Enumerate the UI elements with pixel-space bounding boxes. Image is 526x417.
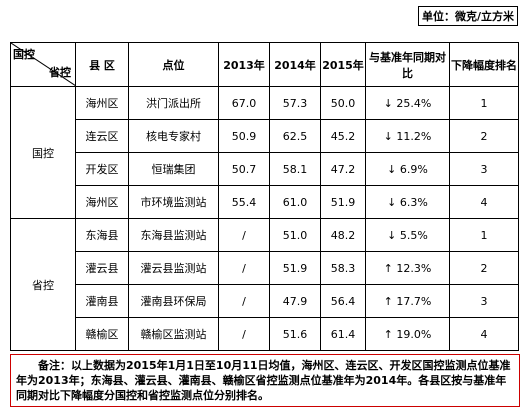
note: 备注：以上数据为2015年1月1日至10月11日均值，海州区、连云区、开发区国控… (10, 354, 520, 407)
diagonal-header: 国控 省控 (10, 42, 76, 87)
table-cell: 45.2 (320, 119, 366, 153)
table-row: 海州区 市环境监测站 55.4 61.0 51.9 ↓ 6.3% 4 (11, 185, 519, 219)
table-cell: 核电专家村 (128, 119, 219, 153)
table-row: 灌南县 灌南县环保局/47.9 56.4 ↑ 17.7% 3 (11, 284, 519, 318)
table-cell: 3 (449, 152, 519, 186)
table-cell: 东海县 (75, 218, 129, 252)
table-cell: 2 (449, 251, 519, 285)
table-cell: 4 (449, 317, 519, 351)
table-cell: 51.9 (269, 251, 321, 285)
table-cell: 58.3 (320, 251, 366, 285)
table-row: 省控 东海县 东海县监测站/51.0 48.2 ↓ 5.5% 1 (10, 218, 519, 351)
table-cell: 67.0 (218, 86, 270, 120)
header-row: 国控 省控 县 区点位 2013年 2014年 2015年 与基准年同期对比 下降幅度排名 (10, 42, 519, 87)
table-cell: 赣榆区 (75, 317, 129, 351)
table-cell: 48.2 (320, 218, 366, 252)
table-cell: 51.6 (269, 317, 321, 351)
column-header: 2013年 (218, 42, 270, 87)
table-cell: ↑ 17.7% (365, 284, 450, 318)
table-cell: ↓ 11.2% (365, 119, 450, 153)
table-cell: 50.9 (218, 119, 270, 153)
column-header: 与基准年同期对比 (365, 42, 450, 87)
table-cell: ↓ 5.5% (365, 218, 450, 252)
table-cell: ↑ 12.3% (365, 251, 450, 285)
diagonal-line (11, 43, 76, 86)
table-cell: 1 (449, 86, 519, 120)
table-cell: ↑ 19.0% (365, 317, 450, 351)
table-cell: / (218, 218, 270, 252)
table-cell: 1 (449, 218, 519, 252)
table-cell: 55.4 (218, 185, 270, 219)
column-header: 下降幅度排名 (449, 42, 519, 87)
table-cell: / (218, 284, 270, 318)
group-cell: 省控 (10, 218, 76, 351)
table-cell: 恒瑞集团 (128, 152, 219, 186)
table-cell: 灌云县 (75, 251, 129, 285)
table-cell: ↓ 25.4% (365, 86, 450, 120)
table-row: 赣榆区 赣榆区监测站/51.6 61.4 ↑ 19.0% 4 (11, 317, 519, 351)
table-row: 连云区 核电专家村 50.9 62.5 45.2 ↓ 11.2% 2 (11, 119, 519, 153)
unit-label: 单位：微克/立方米 (417, 6, 518, 26)
table-cell: 57.3 (269, 86, 321, 120)
table-cell: 58.1 (269, 152, 321, 186)
column-header: 2015年 (320, 42, 366, 87)
table-cell: / (218, 317, 270, 351)
header-bottom: 省控 (49, 66, 71, 79)
table-cell: 50.7 (218, 152, 270, 186)
table-cell: 海州区 (75, 185, 129, 219)
group-cell: 国控 (10, 86, 76, 219)
table-row: 开发区 恒瑞集团 50.7 58.1 47.2 ↓ 6.9% 3 (11, 152, 519, 186)
table-cell: 50.0 (320, 86, 366, 120)
table-cell: 61.0 (269, 185, 321, 219)
table-cell: 4 (449, 185, 519, 219)
table-cell: 灌云县监测站 (128, 251, 219, 285)
table-cell: 开发区 (75, 152, 129, 186)
table-cell: / (218, 251, 270, 285)
table-cell: 3 (449, 284, 519, 318)
column-header: 点位 (128, 42, 219, 87)
table-cell: 51.0 (269, 218, 321, 252)
table-cell: 2 (449, 119, 519, 153)
table-row: 灌云县 灌云县监测站/51.9 58.3 ↑ 12.3% 2 (11, 251, 519, 285)
table-cell: 东海县监测站 (128, 218, 219, 252)
table-cell: 62.5 (269, 119, 321, 153)
table-cell: 海州区 (75, 86, 129, 120)
table-cell: 市环境监测站 (128, 185, 219, 219)
table-row: 国控 海州区 洪门派出所 67.0 57.3 50.0 ↓ 25.4% 1 (10, 86, 519, 219)
table-cell: 56.4 (320, 284, 366, 318)
table-cell: 灌南县 (75, 284, 129, 318)
table-cell: 连云区 (75, 119, 129, 153)
table-cell: 61.4 (320, 317, 366, 351)
column-header: 县 区 (75, 42, 129, 87)
column-header: 2014年 (269, 42, 321, 87)
table-cell: 赣榆区监测站 (128, 317, 219, 351)
data-table: 国控 省控 县 区点位 2013年 2014年 2015年 与基准年同期对比 下降幅度排名… (10, 42, 519, 351)
table-cell: ↓ 6.9% (365, 152, 450, 186)
table-cell: 灌南县环保局 (128, 284, 219, 318)
table-cell: 47.9 (269, 284, 321, 318)
table-cell: 47.2 (320, 152, 366, 186)
table-cell: 洪门派出所 (128, 86, 219, 120)
header-top: 国控 (13, 48, 35, 61)
table-cell: 51.9 (320, 185, 366, 219)
table-cell: ↓ 6.3% (365, 185, 450, 219)
